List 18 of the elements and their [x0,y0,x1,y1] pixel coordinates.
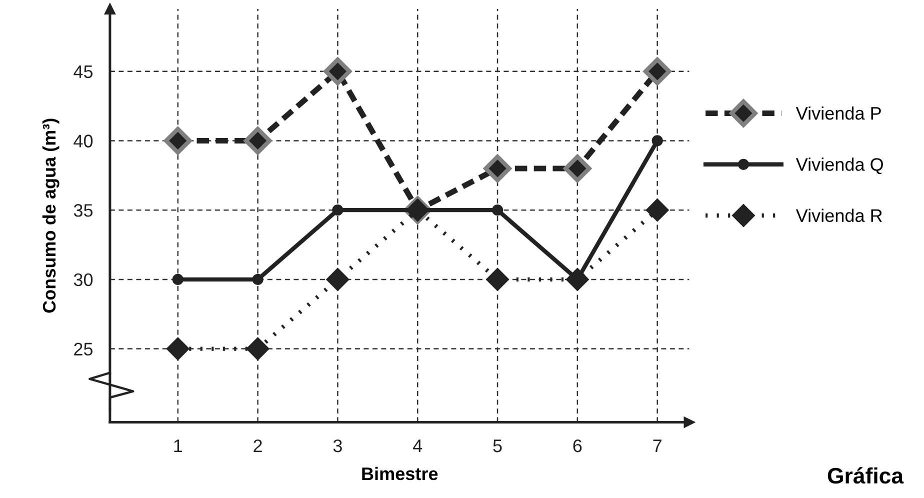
x-tick-label: 2 [254,439,262,452]
x-tick-label: 3 [333,439,342,452]
y-tick-label: 30 [74,273,93,286]
legend-label: Vivienda P [796,106,881,120]
x-tick-label: 7 [653,440,662,452]
y-tick-label: 40 [74,134,93,148]
y-axis-title: Consumo de agua (m³) [42,118,60,313]
text: Gráfica [828,467,904,484]
x-tick-label: 6 [573,439,582,452]
x-tick-label: 5 [493,440,502,452]
y-tick-label: 45 [74,66,93,78]
x-tick-label: 4 [413,440,422,452]
legend-label: Vivienda Q [796,158,883,174]
y-tick-label: 25 [74,342,93,356]
x-axis-title: Bimestre [362,466,438,480]
y-tick-label: 35 [74,204,93,217]
legend-label: Vivienda R [796,208,882,222]
x-tick-label: 1 [174,440,182,452]
